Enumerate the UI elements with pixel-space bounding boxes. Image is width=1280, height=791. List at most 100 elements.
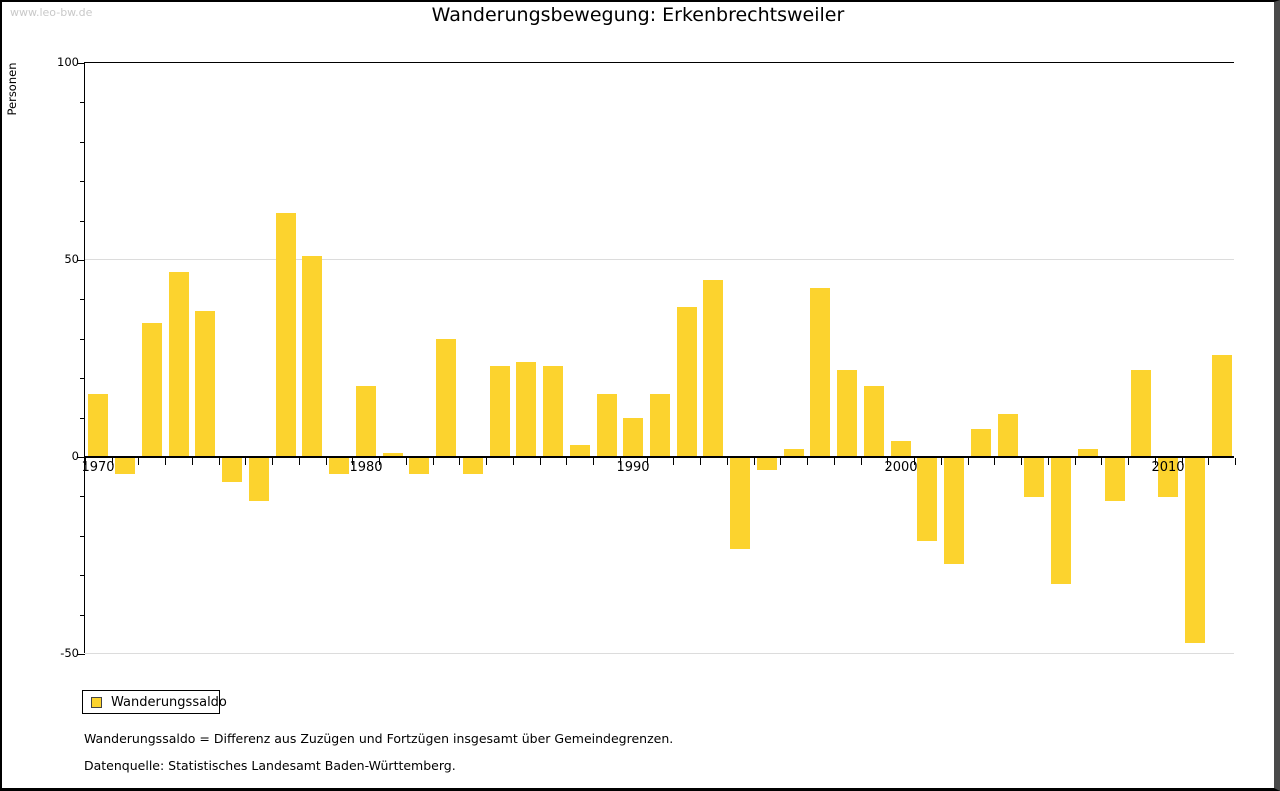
bar-1977 [276, 213, 296, 457]
bar-2006 [1051, 458, 1071, 584]
x-axis-tick [513, 458, 514, 465]
bar-1992 [677, 307, 697, 457]
x-axis-tick [1182, 458, 1183, 465]
bar-2008 [1105, 458, 1125, 501]
bar-2002 [944, 458, 964, 564]
bar-1970 [88, 394, 108, 457]
bar-1973 [169, 272, 189, 457]
bar-1994 [730, 458, 750, 549]
x-axis-tick [780, 458, 781, 465]
y-axis-tick [77, 457, 85, 458]
x-axis-year-label: 1970 [81, 460, 115, 475]
y-axis-tick-label: 50 [64, 252, 79, 266]
x-axis-tick [112, 458, 113, 465]
bar-1996 [784, 449, 804, 457]
x-axis-year-label: 2010 [1151, 460, 1185, 475]
x-axis-tick [941, 458, 942, 465]
bar-1984 [463, 458, 483, 474]
bar-1975 [222, 458, 242, 482]
x-axis-tick [700, 458, 701, 465]
x-axis-tick [165, 458, 166, 465]
x-axis-tick [406, 458, 407, 465]
x-axis-tick [486, 458, 487, 465]
x-axis-tick [1021, 458, 1022, 465]
y-axis-tick-label: 100 [57, 55, 79, 69]
x-axis-tick [1235, 458, 1236, 465]
y-axis-tick [80, 181, 85, 182]
bar-2011 [1185, 458, 1205, 643]
x-axis-tick [1155, 458, 1156, 465]
x-axis-tick [540, 458, 541, 465]
bar-1979 [329, 458, 349, 474]
gridline--50 [85, 653, 1234, 654]
y-axis-tick [80, 102, 85, 103]
bar-2012 [1212, 355, 1232, 457]
x-axis-tick [352, 458, 353, 465]
bar-2000 [891, 441, 911, 457]
footnote-source: Datenquelle: Statistisches Landesamt Bad… [84, 758, 456, 773]
x-axis-tick [673, 458, 674, 465]
bar-1980 [356, 386, 376, 457]
x-axis-tick [299, 458, 300, 465]
footnote-definition: Wanderungssaldo = Differenz aus Zuzügen … [84, 731, 674, 746]
x-axis-tick [807, 458, 808, 465]
x-axis-tick [85, 458, 86, 465]
x-axis-tick [1075, 458, 1076, 465]
y-axis-tick [77, 654, 85, 655]
y-axis-tick [80, 142, 85, 143]
y-axis-tick-label: 0 [71, 449, 79, 463]
bar-2009 [1131, 370, 1151, 457]
bar-1983 [436, 339, 456, 457]
bar-2003 [971, 429, 991, 457]
y-axis-tick [77, 63, 85, 64]
y-axis-tick [80, 378, 85, 379]
y-axis-tick [80, 575, 85, 576]
x-axis-tick [968, 458, 969, 465]
y-axis-tick [80, 615, 85, 616]
y-axis-tick [77, 260, 85, 261]
x-axis-tick [593, 458, 594, 465]
x-axis-tick [459, 458, 460, 465]
x-axis-tick [433, 458, 434, 465]
y-axis-tick [80, 418, 85, 419]
bar-1986 [516, 362, 536, 457]
legend-label: Wanderungssaldo [111, 695, 227, 710]
y-axis-tick [80, 221, 85, 222]
bar-1974 [195, 311, 215, 457]
y-axis-tick [80, 496, 85, 497]
bar-2005 [1024, 458, 1044, 497]
x-axis-tick [272, 458, 273, 465]
bar-1993 [703, 280, 723, 457]
x-axis-tick [566, 458, 567, 465]
x-axis-tick [245, 458, 246, 465]
legend-swatch-icon [91, 697, 102, 708]
bar-1976 [249, 458, 269, 501]
bar-1985 [490, 366, 510, 457]
x-axis-tick [834, 458, 835, 465]
bar-1972 [142, 323, 162, 457]
x-axis-tick [647, 458, 648, 465]
bar-1971 [115, 458, 135, 474]
bar-1981 [383, 453, 403, 457]
x-axis-tick [727, 458, 728, 465]
y-axis-tick [80, 536, 85, 537]
bar-1978 [302, 256, 322, 457]
bar-1991 [650, 394, 670, 457]
y-axis-tick [80, 339, 85, 340]
bar-1987 [543, 366, 563, 457]
y-axis-label: Personen [5, 62, 19, 116]
bar-2001 [917, 458, 937, 541]
watermark-leo-bw: www.leo-bw.de [10, 6, 93, 19]
x-axis-tick [326, 458, 327, 465]
x-axis-year-label: 1980 [349, 460, 383, 475]
x-axis-tick [138, 458, 139, 465]
x-axis-tick [192, 458, 193, 465]
x-axis-tick [1208, 458, 1209, 465]
y-axis-tick-label: -50 [60, 646, 79, 660]
x-axis-tick [887, 458, 888, 465]
bar-2010 [1158, 458, 1178, 497]
bar-1998 [837, 370, 857, 457]
x-axis-tick [1128, 458, 1129, 465]
bar-1997 [810, 288, 830, 457]
